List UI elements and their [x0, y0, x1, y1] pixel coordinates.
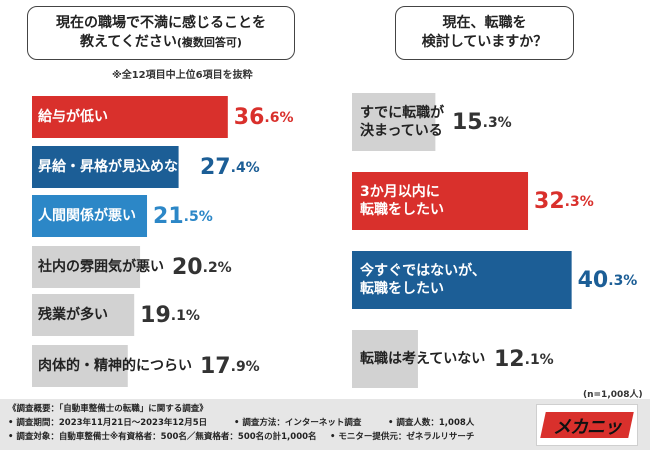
left-question-line2: 教えてください [80, 34, 177, 50]
right-value-label-4: 12.1% [494, 347, 554, 372]
left-bar-3 [32, 195, 148, 237]
left-value-label-5: 19.1% [140, 303, 200, 328]
left-bar-label-4: 社内の雰囲気が悪い [37, 258, 164, 275]
footer-period: • 調査期間：2023年11月21日〜2023年12月5日 [8, 418, 208, 428]
left-bar-4 [32, 246, 141, 288]
left-bar-5 [32, 294, 135, 336]
right-bar-label-3-line-2: 転職をしたい [360, 280, 444, 297]
footer-title: 《調査概要：「自動車整備士の転職」に関する調査》 [8, 404, 208, 414]
left-value-label-2: 27.4% [200, 155, 260, 180]
left-bar-label-2: 昇給・昇格が見込めない [38, 158, 192, 175]
right-bar-label-1-line-2: 決まっている [360, 122, 443, 139]
footer-count: • 調査人数：1,008人 [388, 418, 475, 428]
footer-row-3: • 調査対象：自動車整備士※有資格者：500名／無資格者：500名の計1,000… [8, 430, 474, 442]
left-bar-1 [32, 96, 228, 138]
left-note: ※全12項目中上位6項目を抜粋 [112, 70, 253, 81]
right-value-label-3: 40.3% [578, 268, 638, 293]
right-bar-label-2-line-2: 転職をしたい [360, 201, 444, 218]
mekanic-logo: メカニッ [536, 404, 638, 446]
footer-target: • 調査対象：自動車整備士※有資格者：500名／無資格者：500名の計1,000… [8, 432, 317, 442]
left-bar-2 [32, 146, 179, 188]
right-bar-label-1-line-1: すでに転職が [360, 104, 445, 121]
left-value-label-4: 20.2% [172, 255, 232, 280]
left-bar-label-5: 残業が多い [38, 306, 108, 323]
left-value-label-1: 36.6% [234, 105, 294, 130]
left-question-suffix: (複数回答可) [176, 36, 242, 49]
right-bar-label-4-line-1: 転職は考えていない [360, 350, 485, 367]
right-bar-1 [352, 93, 436, 151]
left-question-box: 現在の職場で不満に感じることを 教えてください(複数回答可) [27, 6, 295, 60]
footer-method: • 調査方法：インターネット調査 [234, 418, 362, 428]
sample-size: (n=1,008人) [583, 390, 643, 400]
left-question-line1: 現在の職場で不満に感じることを [56, 15, 266, 31]
right-bar-label-3-line-1: 今すぐではないが、 [359, 262, 486, 279]
left-bar-6 [32, 345, 128, 387]
right-question-line1: 現在、転職を [442, 15, 527, 31]
right-bar-label-2-line-1: 3か月以内に [360, 183, 440, 200]
right-bar-4 [352, 330, 418, 388]
charts: 給与が低い 36.6% 昇給・昇格が見込めない 27.4% 人間関係が悪い 21.5% 社内… [32, 93, 638, 388]
right-value-label-2: 32.3% [534, 189, 594, 214]
left-value-label-3: 21.5% [153, 204, 213, 229]
right-bar-3 [352, 251, 572, 309]
right-question-box: 現在、転職を 検討していますか？ [395, 6, 574, 60]
left-bar-label-3: 人間関係が悪い [38, 207, 136, 224]
right-bar-2 [352, 172, 529, 230]
left-bar-label-6: 肉体的・精神的につらい [38, 357, 192, 374]
footer-provider: • モニター提供元：ゼネラルリサーチ [330, 432, 475, 442]
left-bar-label-1: 給与が低い [38, 108, 108, 125]
left-value-label-6: 17.9% [200, 354, 260, 379]
logo-text: メカニッ [553, 417, 622, 438]
footer-row-2: • 調査期間：2023年11月21日〜2023年12月5日 • 調査方法：インター… [8, 416, 474, 428]
right-value-label-1: 15.3% [452, 110, 512, 135]
right-question-line2: 検討していますか？ [421, 34, 548, 50]
